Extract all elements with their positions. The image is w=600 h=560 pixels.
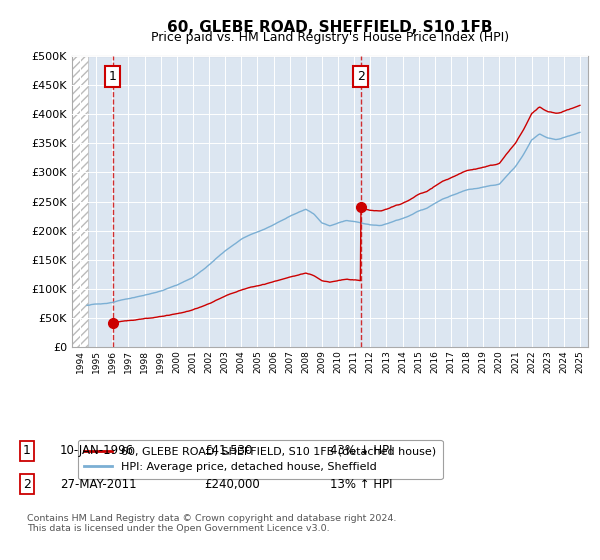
Legend: 60, GLEBE ROAD, SHEFFIELD, S10 1FB (detached house), HPI: Average price, detache: 60, GLEBE ROAD, SHEFFIELD, S10 1FB (deta… [77,440,443,479]
Text: 2: 2 [23,478,31,491]
Text: 27-MAY-2011: 27-MAY-2011 [60,478,137,491]
Text: 43% ↓ HPI: 43% ↓ HPI [330,444,392,458]
Text: 1: 1 [109,70,117,83]
Text: Contains HM Land Registry data © Crown copyright and database right 2024.
This d: Contains HM Land Registry data © Crown c… [27,514,397,533]
Text: 10-JAN-1996: 10-JAN-1996 [60,444,134,458]
Text: £41,530: £41,530 [204,444,253,458]
Bar [72,56,88,347]
Text: Price paid vs. HM Land Registry's House Price Index (HPI): Price paid vs. HM Land Registry's House … [151,31,509,44]
Text: 13% ↑ HPI: 13% ↑ HPI [330,478,392,491]
Text: 60, GLEBE ROAD, SHEFFIELD, S10 1FB: 60, GLEBE ROAD, SHEFFIELD, S10 1FB [167,20,493,35]
Text: 1: 1 [23,444,31,458]
Text: 2: 2 [357,70,365,83]
Text: £240,000: £240,000 [204,478,260,491]
